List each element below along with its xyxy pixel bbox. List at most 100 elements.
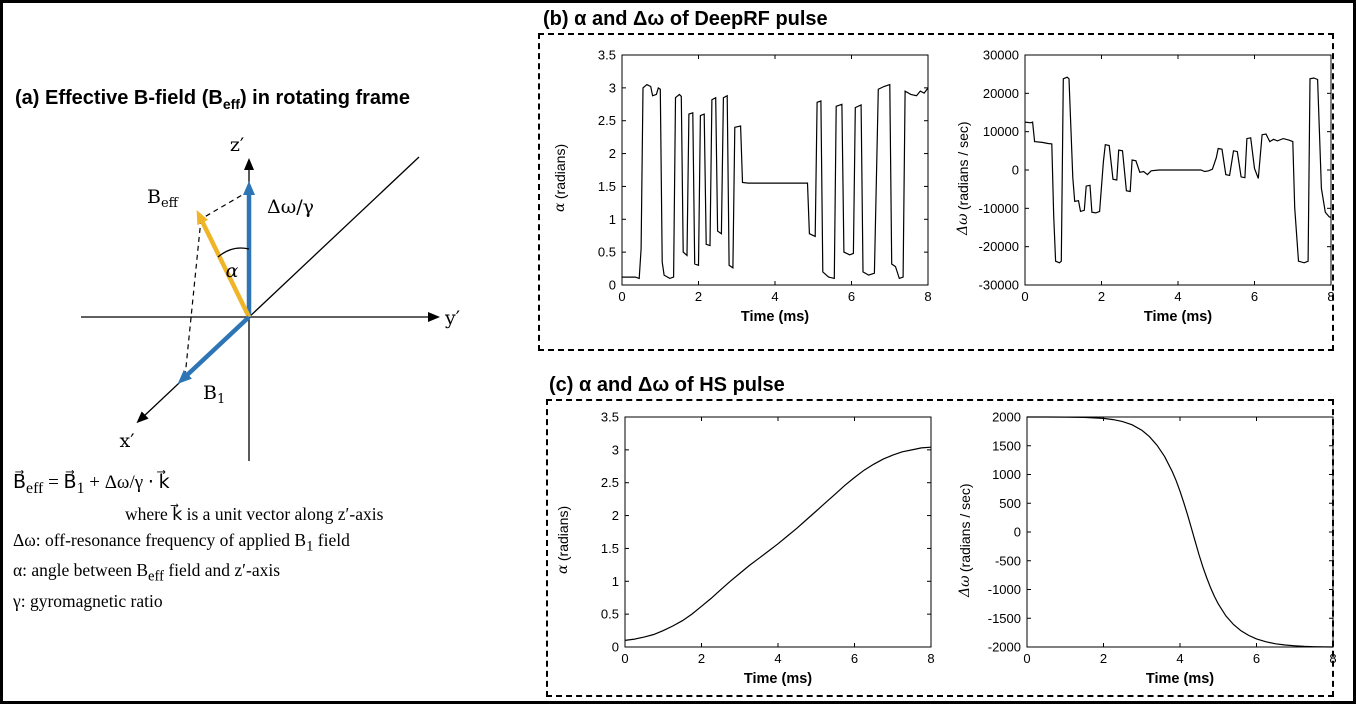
equation-delta-omega-def: Δω: off-resonance frequency of applied B… [13,530,541,556]
svg-text:4: 4 [771,289,778,304]
svg-text:-1500: -1500 [988,611,1021,626]
svg-text:-30000: -30000 [979,278,1019,293]
hs-domega-x-axis-title: Time (ms) [1145,671,1215,687]
svg-text:2000: 2000 [992,410,1021,425]
eq4-sub-eff: eff [148,568,164,585]
hs-domega-y-axis-title: Δω (radians / sec) [955,409,975,671]
b1-label: B1 [203,382,225,407]
svg-text:8: 8 [927,651,934,666]
svg-text:20000: 20000 [983,86,1019,101]
svg-text:-1000: -1000 [988,582,1021,597]
svg-text:3.5: 3.5 [598,48,616,63]
svg-text:2: 2 [609,146,616,161]
plot-hs-domega: Δω (radians / sec) 0 2 4 6 8 -2000 -1500 -1000 -… [955,409,1341,693]
svg-text:1.5: 1.5 [601,541,619,556]
svg-text:1.5: 1.5 [598,179,616,194]
svg-text:3.5: 3.5 [601,410,619,425]
hs-alpha-chart: 0 2 4 6 8 0 0.5 1 1.5 2 2.5 3 3.5 [601,410,935,667]
svg-text:2: 2 [698,651,705,666]
svg-text:6: 6 [848,289,855,304]
plot-deeprf-alpha: α (radians) 0 2 4 6 8 0 0.5 1 1.5 2 2.5 3 3.5 Time (… [550,47,936,331]
svg-text:8: 8 [1329,651,1336,666]
svg-text:0: 0 [1014,525,1021,540]
y-label-units: (radians) [552,143,568,203]
svg-text:1000: 1000 [992,467,1021,482]
svg-text:8: 8 [924,289,931,304]
eq1-sub-1: 1 [76,479,85,497]
eq3-sub-1: 1 [306,538,314,555]
svg-text:6: 6 [1253,651,1260,666]
svg-text:4: 4 [774,651,781,666]
b1-label-sub: 1 [217,392,225,407]
dashed-line-side [184,218,202,378]
y-label-symbol: α [552,202,568,213]
deeprf-alpha-x-axis-title: Time (ms) [740,309,810,325]
svg-text:2: 2 [1100,651,1107,666]
plot-deeprf-domega: Δω (radians / sec) 0 2 4 6 8 -30000 -20000 -100… [953,47,1339,331]
svg-text:2: 2 [612,508,619,523]
b1-vector [177,315,251,384]
panel-c-title: (c) α and Δω of HS pulse [549,374,785,396]
svg-text:0: 0 [609,278,616,293]
svg-text:0: 0 [1023,651,1030,666]
panel-a-title-post: ) in rotating frame [239,87,410,109]
eq1-tail: + Δω/γ ⋅ k⃗ [84,472,170,493]
svg-text:3: 3 [612,442,619,457]
beff-label-main: B [147,186,161,208]
svg-text:8: 8 [1327,289,1334,304]
svg-text:4: 4 [1174,289,1181,304]
panel-a-title-pre: (a) Effective B-field (B [15,87,223,109]
svg-text:30000: 30000 [983,48,1019,63]
beff-label: Beff [147,186,180,211]
eq4-text: α: angle between B [13,560,149,581]
panel-c-box: α (radians) 0 2 4 6 8 0 0.5 1 1.5 2 2.5 3 3.5 Time (… [546,399,1337,697]
y-axis-label: y′ [444,307,460,329]
eq3-text: Δω: off-resonance frequency of applied B [13,529,307,550]
svg-text:2: 2 [1098,289,1105,304]
deeprf-domega-y-axis-title: Δω (radians / sec) [953,47,973,309]
equation-beff-definition: B⃗eff = B⃗1 + Δω/γ ⋅ k⃗ [13,471,541,498]
svg-text:-500: -500 [995,553,1021,568]
y-label-units: (radians / sec) [955,120,971,214]
deeprf-alpha-chart: 0 2 4 6 8 0 0.5 1 1.5 2 2.5 3 3.5 [598,48,932,305]
y-label-units: (radians) [555,505,571,565]
x-axis-label: x′ [119,430,134,452]
panel-b-title: (b) α and Δω of DeepRF pulse [543,8,828,30]
panel-a-title: (a) Effective B-field (Beff) in rotating… [15,87,530,112]
equation-unit-vector-note: where k⃗ is a unit vector along z′-axis [125,503,384,524]
z-axis-label: z′ [230,134,244,156]
beff-label-sub: eff [161,196,180,211]
eq3-tail: field [313,529,350,550]
b1-label-main: B [203,382,217,404]
eq4-tail: field and z′-axis [163,560,281,581]
equation-alpha-def: α: angle between Beff field and z′-axis [13,560,541,586]
svg-text:10000: 10000 [983,124,1019,139]
svg-text:0: 0 [621,651,628,666]
svg-text:0.5: 0.5 [598,245,616,260]
deeprf-domega-x-axis-title: Time (ms) [1143,309,1213,325]
svg-text:2.5: 2.5 [601,475,619,490]
eq1-equals-b: = B⃗ [43,472,77,493]
svg-text:1: 1 [612,574,619,589]
svg-text:4: 4 [1176,651,1183,666]
svg-text:500: 500 [999,496,1021,511]
svg-text:2.5: 2.5 [598,113,616,128]
equations-block: B⃗eff = B⃗1 + Δω/γ ⋅ k⃗ where k⃗ is a un… [13,471,541,617]
y-label-units: (radians / sec) [957,482,973,576]
eq1-b: B⃗ [13,472,27,493]
hs-alpha-y-axis-title: α (radians) [553,409,573,671]
hs-domega-chart: 0 2 4 6 8 -2000 -1500 -1000 -500 0 500 1000 1500 2000 [988,410,1337,667]
y-label-symbol: Δω [957,575,973,598]
alpha-angle-arc [217,247,250,258]
svg-text:6: 6 [851,651,858,666]
delta-omega-gamma-label: Δω/γ [267,196,314,218]
panel-a-title-sub: eff [222,96,240,112]
svg-text:-2000: -2000 [988,640,1021,655]
svg-text:0: 0 [618,289,625,304]
svg-text:0.5: 0.5 [601,607,619,622]
svg-text:2: 2 [695,289,702,304]
dashed-line-top [200,190,250,220]
y-label-symbol: α [555,564,571,575]
y-label-symbol: Δω [955,213,971,236]
